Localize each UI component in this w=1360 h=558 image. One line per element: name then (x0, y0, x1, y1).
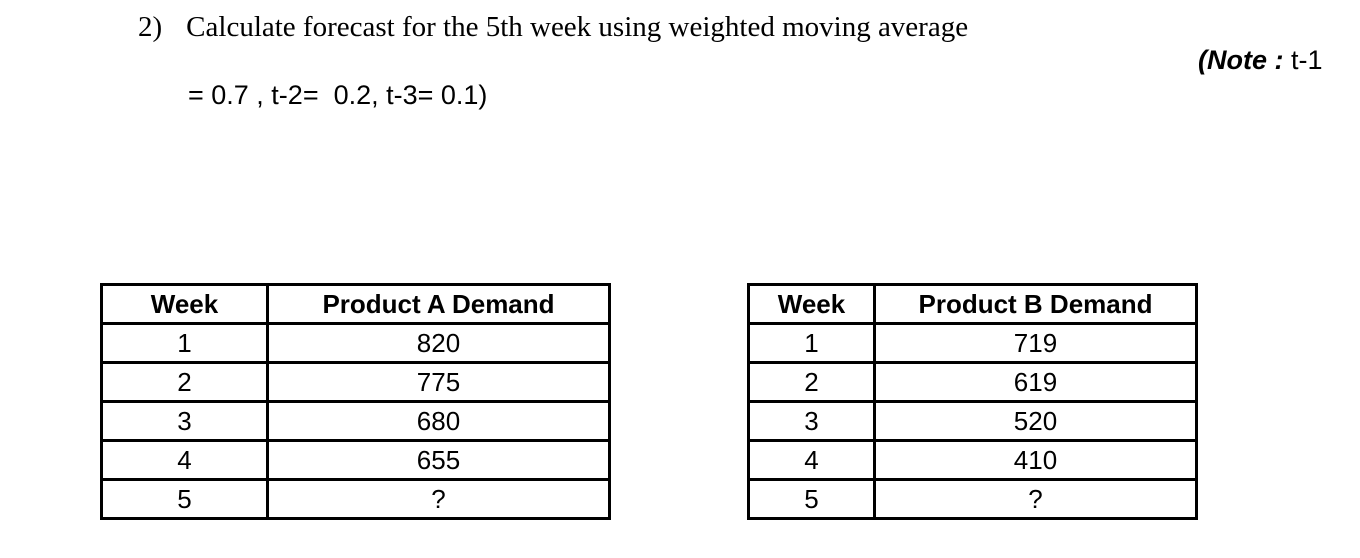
table-row: 1 719 (747, 322, 1198, 364)
question-note: (Note : t-1 (1183, 12, 1323, 76)
week-cell: 5 (100, 478, 269, 520)
week-cell: 5 (747, 478, 876, 520)
question-number: 2) (138, 11, 163, 43)
note-label: (Note : (1198, 45, 1284, 75)
question-text: Calculate forecast for the 5th week usin… (186, 11, 969, 43)
week-cell: 2 (100, 361, 269, 403)
table-row: 4 655 (100, 439, 611, 481)
product-b-demand-table: Week Product B Demand 1 719 2 619 3 520 … (747, 283, 1198, 520)
demand-cell: 619 (873, 361, 1198, 403)
week-cell: 3 (747, 400, 876, 442)
table-a-header-demand: Product A Demand (266, 283, 611, 325)
demand-cell: 410 (873, 439, 1198, 481)
week-cell: 3 (100, 400, 269, 442)
demand-cell: 719 (873, 322, 1198, 364)
week-cell: 1 (747, 322, 876, 364)
table-row: 3 520 (747, 400, 1198, 442)
demand-cell: ? (266, 478, 611, 520)
weights-line: = 0.7 , t-2= 0.2, t-3= 0.1) (188, 80, 488, 110)
table-a-header-week: Week (100, 283, 269, 325)
table-row: 5 ? (100, 478, 611, 520)
table-row: 2 775 (100, 361, 611, 403)
week-cell: 1 (100, 322, 269, 364)
table-row: 2 619 (747, 361, 1198, 403)
table-row: 3 680 (100, 400, 611, 442)
demand-cell: ? (873, 478, 1198, 520)
week-cell: 4 (100, 439, 269, 481)
note-weight-t1: t-1 (1283, 45, 1323, 75)
demand-cell: 775 (266, 361, 611, 403)
table-header-row: Week Product A Demand (100, 283, 611, 325)
table-header-row: Week Product B Demand (747, 283, 1198, 325)
demand-cell: 655 (266, 439, 611, 481)
week-cell: 2 (747, 361, 876, 403)
product-a-demand-table: Week Product A Demand 1 820 2 775 3 680 … (100, 283, 611, 520)
table-b-header-demand: Product B Demand (873, 283, 1198, 325)
demand-cell: 820 (266, 322, 611, 364)
week-cell: 4 (747, 439, 876, 481)
demand-cell: 680 (266, 400, 611, 442)
table-row: 1 820 (100, 322, 611, 364)
question-line: 2) Calculate forecast for the 5th week us… (138, 10, 968, 44)
demand-cell: 520 (873, 400, 1198, 442)
table-row: 4 410 (747, 439, 1198, 481)
table-row: 5 ? (747, 478, 1198, 520)
table-b-header-week: Week (747, 283, 876, 325)
